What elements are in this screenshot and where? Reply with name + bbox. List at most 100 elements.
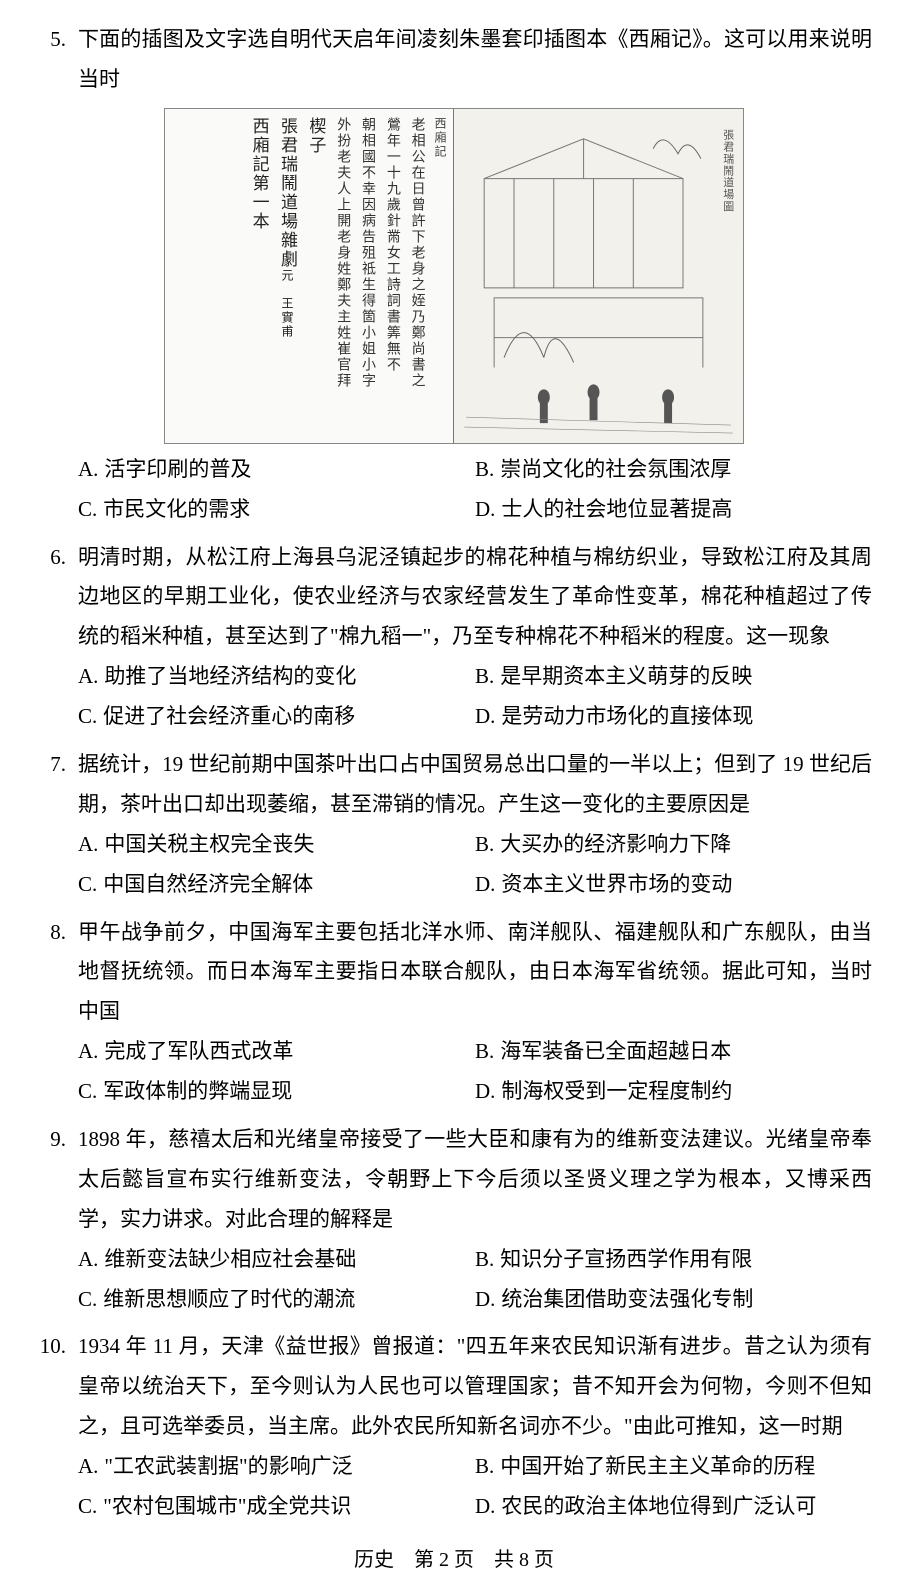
option-text: 促进了社会经济重心的南移 — [103, 697, 355, 737]
option-text: 维新变法缺少相应社会基础 — [104, 1240, 356, 1280]
option-A[interactable]: A. 助推了当地经济结构的变化 — [78, 657, 475, 697]
figure-text-column: 老相公在日曾許下老身之姪乃鄭尚書之 — [408, 117, 425, 389]
option-B[interactable]: B. 是早期资本主义萌芽的反映 — [475, 657, 872, 697]
figure-image-page: 張君瑞鬧道場圖 — [454, 109, 743, 443]
figure-text-column: 外扮老夫人上開老身姓鄭夫主姓崔官拜 — [333, 117, 350, 389]
option-letter: D. — [475, 1487, 501, 1527]
option-letter: B. — [475, 1032, 500, 1072]
option-text: 活字印刷的普及 — [104, 450, 251, 490]
option-D[interactable]: D. 统治集团借助变法强化专制 — [475, 1280, 872, 1320]
question-10: 10. 1934 年 11 月，天津《益世报》曾报道："四五年来农民知识渐有进步… — [36, 1327, 872, 1526]
option-text: 士人的社会地位显著提高 — [501, 490, 732, 530]
option-letter: B. — [475, 450, 500, 490]
option-B[interactable]: B. 崇尚文化的社会氛围浓厚 — [475, 450, 872, 490]
option-text: 是早期资本主义萌芽的反映 — [500, 657, 752, 697]
option-D[interactable]: D. 士人的社会地位显著提高 — [475, 490, 872, 530]
question-number: 6. — [36, 538, 78, 578]
option-letter: B. — [475, 1240, 500, 1280]
option-text: 统治集团借助变法强化专制 — [501, 1280, 753, 1320]
option-text: 中国自然经济完全解体 — [103, 865, 313, 905]
option-letter: A. — [78, 657, 104, 697]
option-letter: C. — [78, 1280, 103, 1320]
question-stem: 1898 年，慈禧太后和光绪皇帝接受了一些大臣和康有为的维新变法建议。光绪皇帝奉… — [78, 1120, 872, 1240]
question-stem: 明清时期，从松江府上海县乌泥泾镇起步的棉花种植与棉纺织业，导致松江府及其周边地区… — [78, 538, 872, 658]
option-text: 是劳动力市场化的直接体现 — [501, 697, 753, 737]
figure-side-label: 西廂記 — [433, 117, 447, 159]
option-D[interactable]: D. 资本主义世界市场的变动 — [475, 865, 872, 905]
option-A[interactable]: A. "工农武装割据"的影响广泛 — [78, 1447, 475, 1487]
question-8: 8. 甲午战争前夕，中国海军主要包括北洋水师、南洋舰队、福建舰队和广东舰队，由当… — [36, 913, 872, 1112]
option-text: 市民文化的需求 — [103, 490, 250, 530]
option-C[interactable]: C. 维新思想顺应了时代的潮流 — [78, 1280, 475, 1320]
figure-illustration: 張君瑞鬧道場圖 — [454, 109, 743, 443]
option-C[interactable]: C. 促进了社会经济重心的南移 — [78, 697, 475, 737]
option-letter: A. — [78, 1240, 104, 1280]
question-number: 5. — [36, 20, 78, 60]
option-letter: A. — [78, 450, 104, 490]
book-figure: 西廂記老相公在日曾許下老身之姪乃鄭尚書之鶯年一十九歲針黹女工詩詞書筭無不朝相國不… — [164, 108, 744, 444]
figure-text-column: 朝相國不幸因病告殂祗生得箇小姐小字 — [358, 117, 375, 389]
option-text: "农村包围城市"成全党共识 — [103, 1487, 351, 1527]
option-text: 中国开始了新民主主义革命的历程 — [500, 1447, 815, 1487]
option-C[interactable]: C. 市民文化的需求 — [78, 490, 475, 530]
option-letter: D. — [475, 865, 501, 905]
option-text: 中国关税主权完全丧失 — [104, 825, 314, 865]
option-B[interactable]: B. 中国开始了新民主主义革命的历程 — [475, 1447, 872, 1487]
option-letter: D. — [475, 1072, 501, 1112]
option-letter: D. — [475, 1280, 501, 1320]
option-B[interactable]: B. 海军装备已全面超越日本 — [475, 1032, 872, 1072]
question-number: 10. — [36, 1327, 78, 1367]
option-letter: C. — [78, 490, 103, 530]
option-D[interactable]: D. 制海权受到一定程度制约 — [475, 1072, 872, 1112]
option-letter: A. — [78, 1447, 104, 1487]
question-options: A. 助推了当地经济结构的变化 B. 是早期资本主义萌芽的反映 C. 促进了社会… — [36, 657, 872, 737]
option-text: 维新思想顺应了时代的潮流 — [103, 1280, 355, 1320]
option-text: 资本主义世界市场的变动 — [501, 865, 732, 905]
question-stem: 下面的插图及文字选自明代天启年间凌刻朱墨套印插图本《西厢记》。这可以用来说明当时 — [78, 20, 872, 100]
question-options: A. 中国关税主权完全丧失 B. 大买办的经济影响力下降 C. 中国自然经济完全… — [36, 825, 872, 905]
option-letter: C. — [78, 1487, 103, 1527]
option-text: 崇尚文化的社会氛围浓厚 — [500, 450, 731, 490]
option-B[interactable]: B. 知识分子宣扬西学作用有限 — [475, 1240, 872, 1280]
option-A[interactable]: A. 维新变法缺少相应社会基础 — [78, 1240, 475, 1280]
option-A[interactable]: A. 中国关税主权完全丧失 — [78, 825, 475, 865]
option-text: 助推了当地经济结构的变化 — [104, 657, 356, 697]
question-options: A. "工农武装割据"的影响广泛 B. 中国开始了新民主主义革命的历程 C. "… — [36, 1447, 872, 1527]
option-C[interactable]: C. 军政体制的弊端显现 — [78, 1072, 475, 1112]
option-text: 大买办的经济影响力下降 — [500, 825, 731, 865]
option-letter: B. — [475, 1447, 500, 1487]
figure-text-column: 楔子 — [305, 117, 325, 155]
option-text: 完成了军队西式改革 — [104, 1032, 293, 1072]
option-letter: A. — [78, 1032, 104, 1072]
option-D[interactable]: D. 是劳动力市场化的直接体现 — [475, 697, 872, 737]
figure-text-column: 張君瑞鬧道場雜劇元 王實甫 — [277, 117, 297, 339]
option-text: "工农武装割据"的影响广泛 — [104, 1447, 352, 1487]
option-B[interactable]: B. 大买办的经济影响力下降 — [475, 825, 872, 865]
question-options: A. 维新变法缺少相应社会基础 B. 知识分子宣扬西学作用有限 C. 维新思想顺… — [36, 1240, 872, 1320]
option-A[interactable]: A. 完成了军队西式改革 — [78, 1032, 475, 1072]
figure-text-page: 西廂記老相公在日曾許下老身之姪乃鄭尚書之鶯年一十九歲針黹女工詩詞書筭無不朝相國不… — [165, 109, 454, 443]
option-letter: D. — [475, 697, 501, 737]
question-stem: 据统计，19 世纪前期中国茶叶出口占中国贸易总出口量的一半以上；但到了 19 世… — [78, 745, 872, 825]
option-text: 军政体制的弊端显现 — [103, 1072, 292, 1112]
figure-text-column: 鶯年一十九歲針黹女工詩詞書筭無不 — [383, 117, 400, 373]
svg-text:張君瑞鬧道場圖: 張君瑞鬧道場圖 — [722, 128, 734, 212]
question-options: A. 完成了军队西式改革 B. 海军装备已全面超越日本 C. 军政体制的弊端显现… — [36, 1032, 872, 1112]
question-7: 7. 据统计，19 世纪前期中国茶叶出口占中国贸易总出口量的一半以上；但到了 1… — [36, 745, 872, 905]
option-D[interactable]: D. 农民的政治主体地位得到广泛认可 — [475, 1487, 872, 1527]
option-A[interactable]: A. 活字印刷的普及 — [78, 450, 475, 490]
option-letter: C. — [78, 865, 103, 905]
question-6: 6. 明清时期，从松江府上海县乌泥泾镇起步的棉花种植与棉纺织业，导致松江府及其周… — [36, 538, 872, 737]
figure-text-column: 西廂記第一本 — [248, 117, 268, 231]
page-footer: 历史 第 2 页 共 8 页 — [36, 1541, 872, 1579]
option-C[interactable]: C. "农村包围城市"成全党共识 — [78, 1487, 475, 1527]
question-stem: 甲午战争前夕，中国海军主要包括北洋水师、南洋舰队、福建舰队和广东舰队，由当地督抚… — [78, 913, 872, 1033]
option-letter: A. — [78, 825, 104, 865]
option-C[interactable]: C. 中国自然经济完全解体 — [78, 865, 475, 905]
option-text: 知识分子宣扬西学作用有限 — [500, 1240, 752, 1280]
question-9: 9. 1898 年，慈禧太后和光绪皇帝接受了一些大臣和康有为的维新变法建议。光绪… — [36, 1120, 872, 1319]
option-letter: B. — [475, 657, 500, 697]
option-letter: D. — [475, 490, 501, 530]
option-letter: B. — [475, 825, 500, 865]
option-text: 海军装备已全面超越日本 — [500, 1032, 731, 1072]
